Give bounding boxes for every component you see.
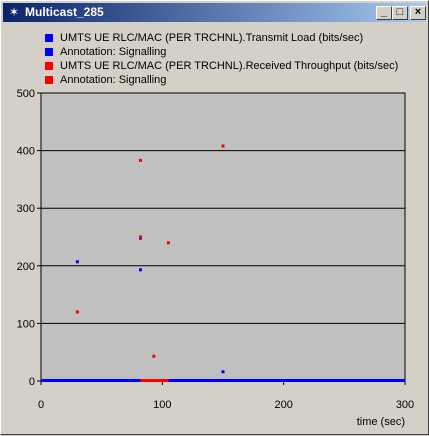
title-bar[interactable]: ✶ Multicast_285 _ □ × — [3, 3, 426, 22]
legend-item: UMTS UE RLC/MAC (PER TRCHNL).Received Th… — [41, 59, 421, 73]
close-button[interactable]: × — [410, 6, 426, 20]
legend-label: Annotation: Signalling — [60, 74, 167, 86]
series-1 — [75, 144, 225, 382]
window-title: Multicast_285 — [25, 5, 104, 19]
data-point — [138, 158, 142, 162]
y-tick-label: 300 — [17, 203, 35, 215]
data-point — [152, 354, 156, 358]
y-tick-label: 200 — [17, 261, 35, 273]
minimize-button[interactable]: _ — [376, 6, 392, 20]
close-icon: × — [414, 6, 422, 18]
x-axis-label: time (sec) — [357, 416, 405, 428]
data-point — [75, 260, 79, 264]
y-tick-label: 0 — [29, 376, 35, 388]
data-point — [221, 144, 225, 148]
legend-swatch — [45, 62, 53, 70]
data-point — [138, 268, 142, 272]
legend-label: UMTS UE RLC/MAC (PER TRCHNL).Received Th… — [60, 60, 399, 72]
legend-swatch — [45, 48, 53, 56]
legend-swatch — [45, 34, 53, 42]
series-baseline — [41, 379, 405, 382]
x-tick-label: 0 — [38, 399, 44, 411]
data-point — [138, 235, 142, 239]
legend-item: Annotation: Signalling — [41, 73, 421, 87]
legend-label: Annotation: Signalling — [60, 46, 167, 58]
legend-item: Annotation: Signalling — [41, 45, 421, 59]
data-point — [221, 370, 225, 374]
plot-area — [40, 92, 406, 382]
legend-label: UMTS UE RLC/MAC (PER TRCHNL).Transmit Lo… — [60, 32, 364, 44]
x-tick-label: 300 — [396, 399, 414, 411]
maximize-icon: □ — [396, 6, 404, 18]
series-baseline — [140, 379, 169, 382]
x-tick-label: 100 — [153, 399, 171, 411]
minimize-icon: _ — [380, 6, 388, 18]
y-tick-label: 100 — [17, 318, 35, 330]
legend-item: UMTS UE RLC/MAC (PER TRCHNL).Transmit Lo… — [41, 31, 421, 45]
maximize-button[interactable]: □ — [392, 6, 408, 20]
y-tick-label: 500 — [17, 88, 35, 100]
y-tick-label: 400 — [17, 146, 35, 158]
star-icon: ✶ — [8, 5, 20, 19]
data-point — [166, 241, 170, 245]
chart-legend: UMTS UE RLC/MAC (PER TRCHNL).Transmit Lo… — [41, 31, 421, 87]
data-point — [75, 310, 79, 314]
legend-swatch — [45, 76, 53, 84]
x-tick-label: 200 — [274, 399, 292, 411]
